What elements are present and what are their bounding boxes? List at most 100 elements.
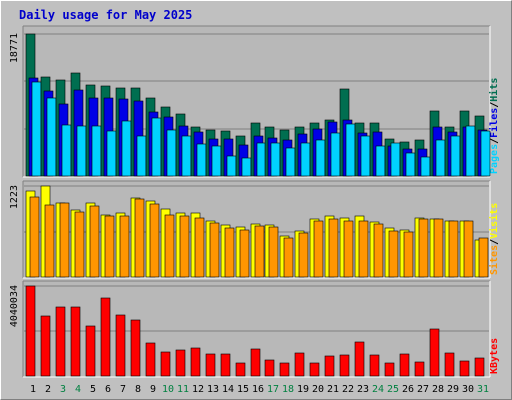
bar-pages-day-19: [300, 142, 311, 177]
y-max-label-middle: 1223: [9, 185, 20, 209]
bar-pages-day-14: [226, 155, 237, 177]
bar-kbytes-day-22: [339, 354, 350, 377]
bar-pages-day-4: [76, 125, 87, 177]
bar-kbytes-day-14: [220, 353, 231, 377]
bar-sites-day-29: [448, 220, 459, 278]
bar-pages-day-29: [450, 135, 461, 177]
bar-sites-day-15: [239, 229, 250, 278]
day-label-3: 3: [60, 384, 66, 395]
day-label-30: 30: [462, 384, 474, 395]
bar-kbytes-day-6: [100, 297, 111, 377]
bar-pages-day-7: [121, 120, 132, 177]
bar-pages-day-31: [480, 130, 491, 177]
bar-kbytes-day-29: [444, 352, 455, 377]
bar-sites-day-23: [358, 220, 369, 278]
bar-kbytes-day-20: [309, 362, 320, 377]
bar-sites-day-9: [149, 203, 160, 278]
day-label-14: 14: [222, 384, 234, 395]
bar-sites-day-8: [134, 198, 145, 278]
bar-kbytes-day-11: [175, 349, 186, 377]
day-label-18: 18: [282, 384, 294, 395]
bar-sites-day-26: [403, 231, 414, 278]
day-label-21: 21: [327, 384, 339, 395]
day-label-1: 1: [30, 384, 36, 395]
bar-kbytes-day-4: [70, 306, 81, 377]
bar-kbytes-day-5: [85, 325, 96, 377]
bar-sites-day-30: [463, 220, 474, 278]
bar-pages-day-20: [315, 139, 326, 177]
bar-sites-day-16: [254, 225, 265, 278]
bar-sites-day-7: [119, 215, 130, 278]
bar-sites-day-13: [209, 222, 220, 278]
bar-kbytes-day-30: [459, 360, 470, 377]
day-label-28: 28: [432, 384, 444, 395]
chart-title: Daily usage for May 2025: [19, 8, 192, 22]
bar-kbytes-day-7: [115, 314, 126, 377]
bar-pages-day-10: [166, 129, 177, 177]
day-label-26: 26: [402, 384, 414, 395]
bar-pages-day-15: [241, 157, 252, 177]
bar-pages-day-11: [181, 135, 192, 177]
bar-kbytes-day-16: [250, 348, 261, 377]
legend-entry: Pages: [489, 144, 500, 174]
y-max-label-bottom: 4040034: [9, 285, 20, 327]
bar-sites-day-17: [268, 226, 279, 278]
bar-sites-day-25: [388, 230, 399, 278]
chart-panels: 18771Pages/Files/Hits1223Sites/Visits404…: [9, 25, 500, 395]
day-label-22: 22: [342, 384, 354, 395]
bar-pages-day-30: [465, 125, 476, 177]
day-label-4: 4: [75, 384, 81, 395]
bar-sites-day-3: [59, 202, 70, 278]
day-label-12: 12: [192, 384, 204, 395]
bar-pages-day-13: [211, 145, 222, 177]
bar-pages-day-3: [61, 124, 72, 177]
day-label-8: 8: [135, 384, 141, 395]
bar-pages-day-2: [46, 97, 57, 177]
bar-kbytes-day-12: [190, 347, 201, 377]
bar-pages-day-18: [285, 147, 296, 177]
day-label-19: 19: [297, 384, 309, 395]
bar-kbytes-day-2: [40, 315, 51, 377]
bar-sites-day-22: [343, 220, 354, 278]
bar-kbytes-day-10: [160, 351, 171, 377]
bar-sites-day-2: [44, 204, 55, 278]
day-label-2: 2: [45, 384, 51, 395]
bar-sites-day-24: [373, 223, 384, 278]
y-max-label-top: 18771: [9, 33, 20, 63]
bar-pages-day-22: [345, 123, 356, 177]
bar-pages-day-24: [375, 145, 386, 177]
bar-pages-day-21: [330, 132, 341, 177]
bar-kbytes-day-18: [279, 362, 290, 377]
day-label-31: 31: [477, 384, 489, 395]
day-label-13: 13: [207, 384, 219, 395]
day-label-17: 17: [267, 384, 279, 395]
bar-kbytes-day-9: [145, 342, 156, 377]
bar-sites-day-18: [283, 237, 294, 278]
bar-pages-day-9: [151, 117, 162, 177]
legend-entry: /: [489, 138, 500, 144]
bar-sites-day-5: [89, 205, 100, 278]
bar-kbytes-day-25: [384, 362, 395, 377]
day-label-7: 7: [120, 384, 126, 395]
bar-kbytes-day-13: [205, 353, 216, 377]
bar-pages-day-16: [256, 142, 267, 177]
bar-kbytes-day-19: [294, 352, 305, 377]
day-label-11: 11: [177, 384, 189, 395]
legend-entry: /: [489, 102, 500, 108]
bar-kbytes-day-28: [429, 328, 440, 377]
day-label-10: 10: [162, 384, 174, 395]
day-label-9: 9: [150, 384, 156, 395]
bar-pages-day-12: [196, 143, 207, 177]
bar-pages-day-26: [405, 152, 416, 177]
bar-kbytes-day-21: [324, 355, 335, 377]
legend-entry: Visits: [488, 203, 500, 239]
bar-pages-day-1: [31, 81, 42, 177]
bar-kbytes-day-17: [264, 359, 275, 377]
bar-sites-day-12: [194, 217, 205, 278]
chart-panel-middle: 1223 Sites/Visits: [9, 180, 500, 279]
bar-pages-day-27: [420, 156, 431, 177]
bar-sites-day-31: [478, 237, 489, 278]
